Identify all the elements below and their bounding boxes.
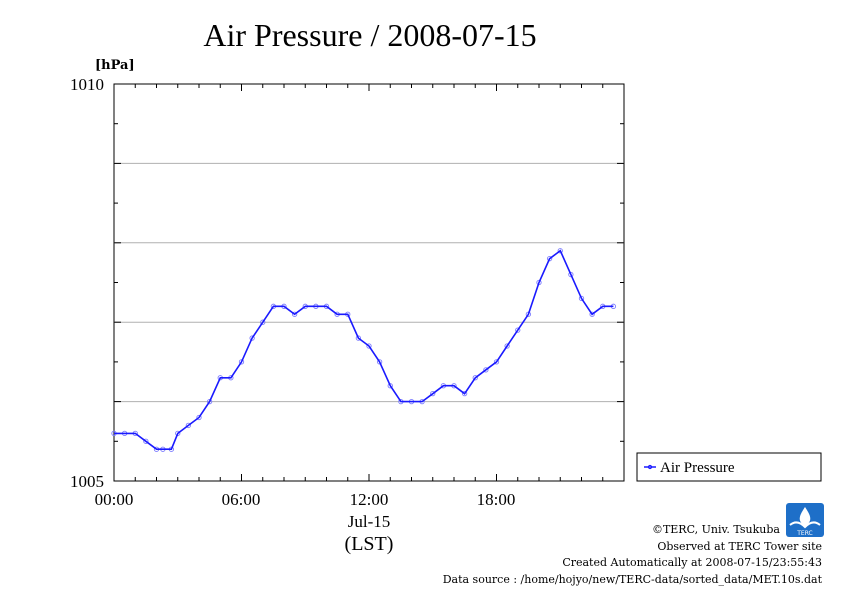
legend: Air Pressure [636, 452, 822, 482]
data-point [143, 438, 149, 444]
data-point [483, 367, 489, 373]
observed-text: Observed at TERC Tower site [657, 540, 822, 553]
legend-box [636, 452, 822, 482]
data-point [355, 335, 362, 341]
data-point [238, 359, 245, 365]
data-point [376, 359, 383, 365]
logo-text: TERC [796, 530, 813, 537]
legend-marker [647, 464, 653, 470]
data-point [387, 383, 393, 389]
data-point [461, 391, 468, 397]
data-point [291, 311, 298, 317]
data-point [557, 248, 563, 254]
data-point [249, 335, 255, 341]
created-text: Created Automatically at 2008-07-15/23:5… [562, 556, 822, 569]
grid [114, 162, 624, 403]
plot-area [113, 83, 625, 482]
x-tick-label: 06:00 [222, 490, 261, 509]
y-tick-label: 1005 [70, 472, 104, 491]
y-axis-unit: [hPa] [95, 58, 135, 73]
x-axis-timezone: (LST) [345, 533, 394, 555]
data-point [578, 295, 585, 302]
data-point [185, 422, 192, 429]
data-point [472, 375, 478, 381]
data-point [260, 319, 266, 325]
data-point [430, 391, 436, 397]
data-point [568, 271, 574, 278]
axis-ticks [113, 83, 625, 482]
legend-label: Air Pressure [660, 460, 735, 476]
data-point [515, 327, 521, 333]
x-tick-label: 12:00 [350, 490, 389, 509]
data-point [196, 414, 202, 421]
data-point [493, 359, 500, 365]
y-tick-label: 1010 [70, 75, 104, 94]
copyright-text: ©TERC, Univ. Tsukuba [652, 523, 780, 536]
series-line-air-pressure [114, 249, 614, 451]
data-point [589, 311, 595, 317]
x-axis-label: Jul-15 [348, 512, 391, 531]
chart-title: Air Pressure / 2008-07-15 [203, 17, 536, 53]
x-tick-label: 18:00 [477, 490, 516, 509]
x-tick-label: 00:00 [95, 490, 134, 509]
data-point [504, 343, 510, 349]
terc-logo: TERC [786, 503, 824, 537]
data-point [546, 256, 553, 262]
data-point [206, 398, 213, 405]
source-text: Data source : /home/hojyo/new/TERC-data/… [443, 573, 823, 586]
data-point [366, 343, 372, 349]
